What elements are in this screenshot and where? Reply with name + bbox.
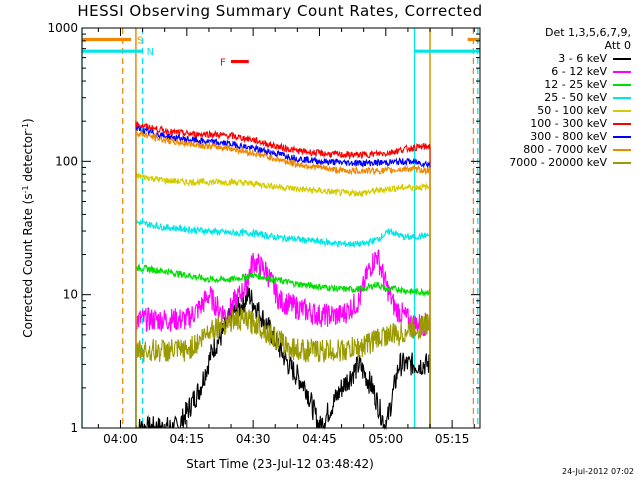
legend-label: 100 - 300 keV (530, 117, 607, 130)
series-line-3 (135, 218, 431, 428)
legend-label: 6 - 12 keV (551, 65, 607, 78)
marker-n-label: N (147, 47, 154, 58)
legend-entry-1: 6 - 12 keV (485, 65, 635, 78)
legend-swatch (613, 57, 631, 60)
legend-swatch (613, 83, 631, 86)
marker-f-label: F (220, 58, 226, 69)
legend-swatch (613, 96, 631, 99)
legend-entry-8: 7000 - 20000 keV (485, 156, 635, 169)
legend-label: 7000 - 20000 keV (509, 156, 607, 169)
legend-swatch (613, 122, 631, 125)
x-tick-label-0: 04:00 (103, 432, 138, 446)
x-tick-label-3: 04:45 (302, 432, 337, 446)
legend-detectors: Det 1,3,5,6,7,9, (544, 26, 631, 39)
legend-entry-0: 3 - 6 keV (485, 52, 635, 65)
series-line-4 (135, 171, 431, 428)
legend-entry-7: 800 - 7000 keV (485, 143, 635, 156)
y-tick-label-2: 100 (55, 154, 78, 168)
x-tick-label-4: 05:00 (369, 432, 404, 446)
x-tick-label-5: 05:15 (435, 432, 470, 446)
legend-entry-3: 25 - 50 keV (485, 91, 635, 104)
series-line-0 (135, 286, 431, 431)
x-axis-label: Start Time (23-Jul-12 03:48:42) (186, 457, 374, 471)
y-tick-label-3: 1000 (47, 21, 78, 35)
legend-swatch (613, 70, 631, 73)
y-axis-label: Corrected Count Rate (s-1 detector-1) (21, 118, 36, 337)
marker-s-label: S (137, 35, 143, 46)
legend-swatch (613, 148, 631, 151)
x-tick-label-1: 04:15 (170, 432, 205, 446)
x-tick-label-2: 04:30 (236, 432, 271, 446)
axes-frame (81, 27, 481, 429)
legend-entry-6: 300 - 800 keV (485, 130, 635, 143)
legend-swatch (613, 109, 631, 112)
y-tick-label-1: 10 (63, 288, 78, 302)
legend-label: 3 - 6 keV (558, 52, 607, 65)
legend-label: 800 - 7000 keV (523, 143, 607, 156)
legend-entry-2: 12 - 25 keV (485, 78, 635, 91)
series-line-1 (135, 249, 431, 428)
generation-timestamp: 24-Jul-2012 07:02 (561, 467, 634, 476)
series-line-6 (135, 125, 431, 428)
legend-swatch (613, 135, 631, 138)
chart-title: HESSI Observing Summary Count Rates, Cor… (77, 2, 483, 20)
legend-entry-5: 100 - 300 keV (485, 117, 635, 130)
legend-swatch (613, 161, 631, 164)
legend: Det 1,3,5,6,7,9, Att 0 3 - 6 keV 6 - 12 k… (485, 26, 635, 169)
legend-attenuator: Att 0 (604, 39, 631, 52)
series-line-7 (135, 129, 431, 428)
series-line-2 (135, 263, 431, 428)
legend-label: 12 - 25 keV (544, 78, 607, 91)
legend-label: 25 - 50 keV (544, 91, 607, 104)
series-line-5 (135, 120, 431, 428)
legend-entry-4: 50 - 100 keV (485, 104, 635, 117)
y-tick-label-0: 1 (70, 421, 78, 435)
series-line-8 (135, 307, 431, 428)
legend-label: 50 - 100 keV (537, 104, 607, 117)
legend-label: 300 - 800 keV (530, 130, 607, 143)
